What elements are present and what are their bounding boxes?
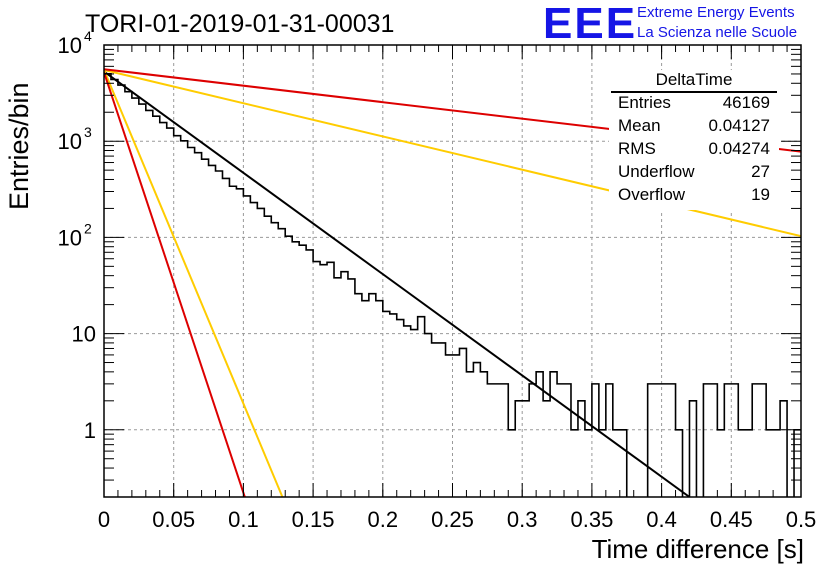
x-tick-label: 0.15: [292, 507, 335, 532]
stats-divider: [611, 91, 777, 93]
y-tick-label: 10: [58, 33, 82, 58]
histogram-series: [104, 72, 801, 497]
y-tick-exponent: 3: [84, 124, 92, 140]
x-tick-label: 0.3: [507, 507, 538, 532]
stats-title: DeltaTime: [655, 70, 733, 89]
y-tick-label: 10: [58, 129, 82, 154]
histogram-step-line: [104, 72, 801, 497]
y-tick-exponent: 4: [84, 28, 92, 44]
stats-row-mean: Mean 0.04127: [618, 116, 770, 136]
y-tick-label: 10: [72, 322, 96, 347]
stats-label: Overflow: [618, 185, 686, 204]
eee-logo-line2: La Scienza nelle Scuole: [637, 24, 798, 41]
x-tick-label: 0.05: [152, 507, 195, 532]
stats-label: Mean: [618, 116, 661, 135]
x-tick-label: 0.25: [431, 507, 474, 532]
x-axis-label: Time difference [s]: [591, 534, 804, 564]
x-tick-label: 0: [98, 507, 110, 532]
stats-label: Underflow: [618, 162, 695, 181]
stats-row-underflow: Underflow 27: [618, 162, 770, 182]
fit-curve: [104, 70, 691, 497]
stats-value: 27: [751, 162, 770, 181]
eee-logo-mark: EEE: [543, 0, 638, 48]
stats-value: 0.04127: [708, 116, 770, 135]
x-tick-label: 0.4: [646, 507, 677, 532]
y-tick-exponent: 2: [84, 220, 92, 236]
x-tick-label: 0.2: [368, 507, 399, 532]
stats-box: DeltaTime Entries 46169 Mean 0.04127 RMS 0.…: [609, 70, 779, 210]
axis-ticks: 0 0.05 0.1 0.15 0.2 0.25 0.3 0.35 0.4 0.45 0.5 1 10 1…: [58, 28, 817, 532]
x-tick-label: 0.35: [570, 507, 613, 532]
x-tick-label: 0.5: [786, 507, 817, 532]
y-tick-label: 10: [58, 225, 82, 250]
stats-value: 0.04274: [708, 139, 770, 158]
y-axis-label: Entries/bin: [4, 82, 34, 210]
eee-logo-line1: Extreme Energy Events: [637, 4, 795, 21]
stats-row-entries: Entries 46169: [618, 93, 770, 113]
stats-value: 19: [751, 185, 770, 204]
stats-label: RMS: [618, 139, 656, 158]
chart-title: TORI-01-2019-01-31-00031: [85, 10, 395, 38]
y-tick-label: 1: [84, 418, 96, 443]
stats-value: 46169: [722, 93, 770, 112]
stats-row-overflow: Overflow 19: [618, 185, 770, 205]
fit-curve: [104, 72, 246, 497]
fit-curve: [104, 69, 284, 497]
x-tick-label: 0.45: [710, 507, 753, 532]
grid-lines: [104, 45, 801, 497]
stats-row-rms: RMS 0.04274: [618, 139, 770, 159]
x-tick-label: 0.1: [228, 507, 259, 532]
stats-label: Entries: [618, 93, 671, 112]
